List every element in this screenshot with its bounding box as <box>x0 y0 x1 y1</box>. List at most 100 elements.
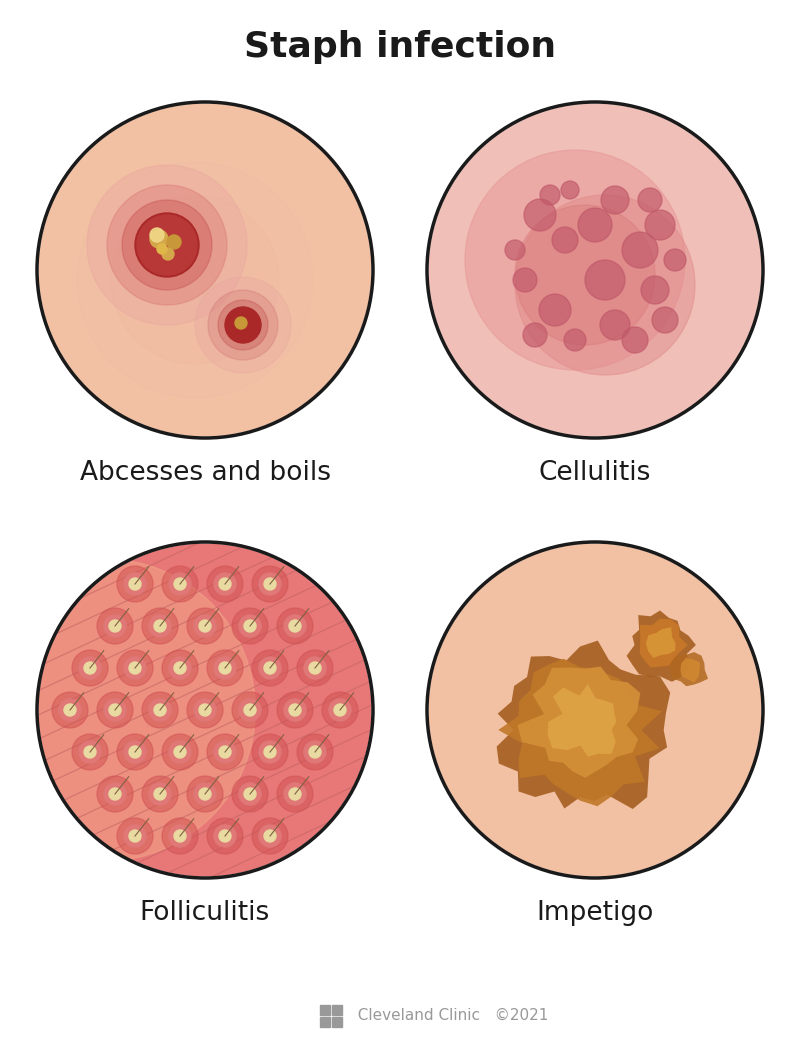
Polygon shape <box>646 627 675 657</box>
Circle shape <box>169 573 191 595</box>
Polygon shape <box>640 619 688 668</box>
Bar <box>332 1017 342 1027</box>
Circle shape <box>264 578 276 590</box>
Circle shape <box>513 268 537 292</box>
Circle shape <box>622 327 648 353</box>
Circle shape <box>207 818 243 854</box>
Circle shape <box>252 734 288 770</box>
Circle shape <box>244 788 256 800</box>
Circle shape <box>187 692 223 728</box>
Bar <box>332 1005 342 1015</box>
Circle shape <box>129 662 141 674</box>
Circle shape <box>523 323 547 347</box>
Circle shape <box>259 741 281 763</box>
Circle shape <box>304 741 326 763</box>
Circle shape <box>84 746 96 758</box>
Circle shape <box>109 788 121 800</box>
Circle shape <box>194 615 216 637</box>
Circle shape <box>427 102 763 438</box>
Circle shape <box>149 783 171 805</box>
Circle shape <box>150 230 168 248</box>
Circle shape <box>322 692 358 728</box>
Circle shape <box>150 228 164 242</box>
Circle shape <box>135 213 199 277</box>
Circle shape <box>232 692 268 728</box>
Circle shape <box>72 734 108 770</box>
Circle shape <box>129 830 141 842</box>
Circle shape <box>149 615 171 637</box>
Circle shape <box>601 186 629 214</box>
Circle shape <box>515 195 695 375</box>
Circle shape <box>539 295 571 326</box>
Circle shape <box>252 566 288 602</box>
Circle shape <box>154 704 166 716</box>
Circle shape <box>259 573 281 595</box>
Circle shape <box>199 620 211 632</box>
Circle shape <box>239 783 261 805</box>
Circle shape <box>218 300 268 351</box>
Circle shape <box>239 699 261 721</box>
Circle shape <box>259 657 281 679</box>
Circle shape <box>169 657 191 679</box>
Circle shape <box>174 662 186 674</box>
Circle shape <box>277 608 313 644</box>
Circle shape <box>465 150 685 370</box>
Circle shape <box>79 741 101 763</box>
Circle shape <box>309 746 321 758</box>
Circle shape <box>78 163 313 397</box>
Circle shape <box>162 248 174 260</box>
Circle shape <box>578 208 612 242</box>
Circle shape <box>195 277 291 373</box>
Circle shape <box>124 657 146 679</box>
Circle shape <box>219 746 231 758</box>
Circle shape <box>117 650 153 686</box>
Circle shape <box>199 788 211 800</box>
Circle shape <box>297 734 333 770</box>
Circle shape <box>252 650 288 686</box>
Circle shape <box>214 573 236 595</box>
Circle shape <box>109 620 121 632</box>
Circle shape <box>154 788 166 800</box>
Text: Abcesses and boils: Abcesses and boils <box>79 460 330 486</box>
Circle shape <box>297 650 333 686</box>
Circle shape <box>207 566 243 602</box>
Circle shape <box>194 783 216 805</box>
Circle shape <box>122 200 212 290</box>
Circle shape <box>239 615 261 637</box>
Circle shape <box>0 559 255 861</box>
Circle shape <box>109 704 121 716</box>
Circle shape <box>37 102 373 438</box>
Circle shape <box>427 542 763 878</box>
Circle shape <box>540 185 560 205</box>
Circle shape <box>600 310 630 340</box>
Circle shape <box>137 215 197 275</box>
Circle shape <box>162 734 198 770</box>
Text: Staph infection: Staph infection <box>244 30 556 64</box>
Polygon shape <box>548 684 616 757</box>
Circle shape <box>552 227 578 253</box>
Circle shape <box>97 776 133 812</box>
Circle shape <box>162 650 198 686</box>
Circle shape <box>524 199 556 231</box>
Circle shape <box>187 776 223 812</box>
Circle shape <box>208 290 278 360</box>
Circle shape <box>37 542 373 878</box>
Circle shape <box>264 746 276 758</box>
Circle shape <box>289 620 301 632</box>
Circle shape <box>219 578 231 590</box>
Circle shape <box>142 692 178 728</box>
Circle shape <box>194 699 216 721</box>
Circle shape <box>641 276 669 304</box>
Circle shape <box>219 662 231 674</box>
Circle shape <box>284 783 306 805</box>
Polygon shape <box>626 611 696 681</box>
Circle shape <box>259 825 281 847</box>
Circle shape <box>664 249 686 271</box>
Circle shape <box>264 662 276 674</box>
Circle shape <box>129 746 141 758</box>
Circle shape <box>645 211 675 240</box>
Circle shape <box>214 741 236 763</box>
Circle shape <box>289 788 301 800</box>
Circle shape <box>244 620 256 632</box>
Circle shape <box>117 734 153 770</box>
